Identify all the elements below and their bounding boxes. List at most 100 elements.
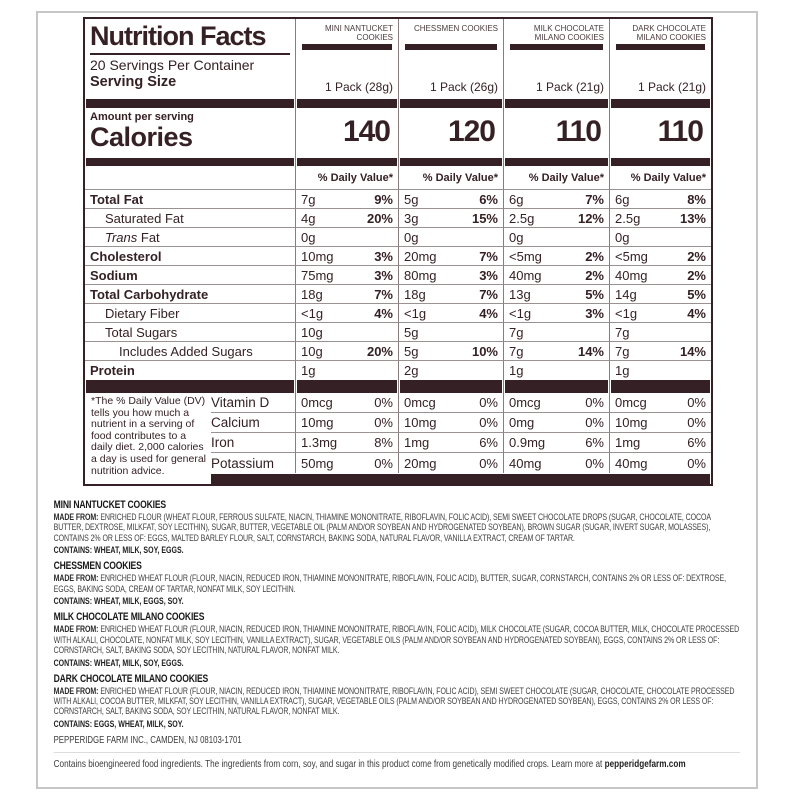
nutrient-amount: 7g	[509, 343, 524, 359]
ingredient-text: MADE FROM: ENRICHED WHEAT FLOUR (FLOUR, …	[53, 573, 726, 594]
nutrient-dv: 7%	[585, 191, 604, 207]
nutrient-amount: 18g	[404, 286, 426, 302]
nutrient-amount: 7g	[615, 343, 630, 359]
allergen-statement: CONTAINS: WHEAT, MILK, EGGS, SOY.	[53, 596, 184, 607]
vitamin-dv: 0%	[687, 455, 706, 471]
vitamin-amount: 10mg	[615, 415, 648, 430]
vitamin-dv: 8%	[374, 435, 393, 450]
manufacturer-address: PEPPERIDGE FARM INC., CAMDEN, NJ 08103-1…	[53, 735, 242, 747]
table-header-row: Nutrition Facts 20 Servings Per Containe…	[85, 19, 711, 99]
product-column-header: MILK CHOCOLATE MILANO COOKIES 1 Pack (21…	[503, 19, 609, 99]
nutrient-dv: 2%	[687, 248, 706, 264]
nutrient-amount: 5g	[404, 324, 419, 340]
daily-value-footnote: *The % Daily Value (DV) tells you how mu…	[91, 395, 206, 477]
vitamin-dv: 0%	[687, 395, 706, 410]
nutrient-amount: <1g	[301, 305, 324, 321]
vitamin-label: Potassium	[211, 455, 275, 471]
calories-value: 110	[609, 108, 711, 158]
vitamin-amount: 0mg	[509, 415, 535, 430]
allergen-statement: CONTAINS: WHEAT, MILK, SOY, EGGS.	[53, 657, 184, 668]
nutrient-dv: 7%	[479, 286, 498, 302]
nutrient-amount: 14g	[615, 286, 637, 302]
product-name: MILK CHOCOLATE MILANO COOKIES	[533, 24, 604, 42]
divider-bar	[616, 44, 705, 50]
nutrient-amount: 2.5g	[615, 210, 641, 226]
pepperidgefarm-link: pepperidgefarm.com	[604, 758, 686, 771]
thick-divider-row	[85, 158, 711, 166]
nutrient-row-added-sugars: Includes Added Sugars 10g 20% 5g 10% 7g 14%…	[85, 342, 711, 361]
nutrient-dv: 20%	[366, 210, 393, 226]
nutrient-dv: 6%	[479, 191, 498, 207]
nutrient-amount: 1g	[615, 363, 630, 378]
amount-per-serving-label: Amount per serving	[90, 111, 194, 123]
nutrient-amount: 2g	[404, 363, 419, 378]
allergen-statement: CONTAINS: WHEAT, MILK, SOY, EGGS.	[53, 545, 184, 556]
nutrient-amount: 40mg	[615, 267, 648, 283]
ingredient-text: MADE FROM: ENRICHED FLOUR (WHEAT FLOUR, …	[53, 512, 711, 543]
vitamin-amount: 0.9mg	[509, 435, 546, 450]
vitamin-dv: 6%	[687, 435, 706, 450]
nutrient-amount: 75mg	[301, 267, 334, 283]
nutrient-dv: 10%	[471, 343, 498, 359]
vitamin-dv: 0%	[687, 415, 706, 430]
daily-value-header: % Daily Value*	[609, 166, 711, 190]
nutrient-dv: 14%	[577, 343, 604, 359]
nutrient-amount: <1g	[615, 305, 638, 321]
thick-divider-row	[85, 99, 711, 108]
vitamin-label: Iron	[211, 433, 295, 453]
nutrient-label: Total Carbohydrate	[90, 286, 209, 302]
vitamin-label: Vitamin D	[211, 393, 295, 413]
vitamin-amount: 40mg	[509, 455, 542, 471]
nutrient-row-total-fat: Total Fat 7g 9% 5g 6% 6g 7% 6g 8%	[85, 190, 711, 209]
nutrient-amount: <5mg	[509, 248, 542, 264]
daily-value-header: % Daily Value*	[295, 166, 398, 190]
nutrition-facts-table: Nutrition Facts 20 Servings Per Containe…	[83, 17, 713, 486]
nutrient-row-total-carbohydrate: Total Carbohydrate 18g 7% 18g 7% 13g 5% 14g…	[85, 285, 711, 304]
nutrient-label: Cholesterol	[90, 248, 162, 264]
vitamins-section: *The % Daily Value (DV) tells you how mu…	[85, 393, 711, 484]
calories-value: 110	[503, 108, 609, 158]
nutrient-amount: <5mg	[615, 248, 648, 264]
daily-value-header: % Daily Value*	[398, 166, 503, 190]
vitamin-dv: 0%	[374, 415, 393, 430]
vitamin-amount: 50mg	[301, 455, 334, 471]
product-name: MINI NANTUCKET COOKIES	[325, 24, 393, 42]
nutrient-label: Saturated Fat	[105, 210, 184, 226]
divider-bar	[510, 44, 603, 50]
nutrient-amount: <1g	[404, 305, 427, 321]
nutrient-row-dietary-fiber: Dietary Fiber <1g 4% <1g 4% <1g 3% <1g 4%	[85, 304, 711, 323]
vitamin-dv: 0%	[374, 395, 393, 410]
nutrient-amount: 0g	[615, 229, 630, 245]
nutrient-dv: 9%	[374, 191, 393, 207]
nutrient-label: Total Sugars	[105, 324, 178, 340]
serving-size-value: 1 Pack (28g)	[324, 80, 393, 94]
product-column-header: MINI NANTUCKET COOKIES 1 Pack (28g)	[295, 19, 398, 99]
nutrient-amount: 20mg	[404, 248, 437, 264]
nutrient-row-saturated-fat: Saturated Fat 4g 20% 3g 15% 2.5g 12% 2.5g 13…	[85, 209, 711, 228]
divider-bar	[405, 44, 497, 50]
nutrient-dv: 7%	[374, 286, 393, 302]
nutrient-dv: 2%	[585, 267, 604, 283]
nutrient-dv: 5%	[687, 286, 706, 302]
nutrient-amount: 13g	[509, 286, 531, 302]
bioengineered-statement: Contains bioengineered food ingredients.…	[53, 758, 686, 771]
nutrient-dv: 2%	[585, 248, 604, 264]
product-column-header: DARK CHOCOLATE MILANO COOKIES 1 Pack (21…	[609, 19, 711, 99]
nutrient-amount: 80mg	[404, 267, 437, 283]
nutrient-row-total-sugars: Total Sugars 10g 5g 7g 7g	[85, 323, 711, 342]
allergen-statement: CONTAINS: EGGS, WHEAT, MILK, SOY.	[53, 719, 184, 730]
nutrient-label: Dietary Fiber	[105, 305, 180, 321]
daily-value-header: % Daily Value*	[503, 166, 609, 190]
vitamin-label: Calcium	[211, 413, 295, 433]
serving-size-value: 1 Pack (21g)	[535, 80, 604, 94]
ingredient-group: DARK CHOCOLATE MILANO COOKIES MADE FROM:…	[54, 673, 741, 729]
label-frame: Nutrition Facts 20 Servings Per Containe…	[36, 11, 758, 789]
product-column-header: CHESSMEN COOKIES 1 Pack (26g)	[398, 19, 503, 99]
ingredient-group: MILK CHOCOLATE MILANO COOKIES MADE FROM:…	[54, 611, 741, 667]
nutrient-dv: 20%	[366, 343, 393, 359]
product-name: DARK CHOCOLATE MILANO COOKIES	[632, 24, 706, 42]
nutrient-amount: 0g	[404, 229, 419, 245]
ingredient-text: MADE FROM: ENRICHED WHEAT FLOUR (FLOUR, …	[53, 624, 740, 656]
thick-divider-row	[85, 380, 711, 393]
